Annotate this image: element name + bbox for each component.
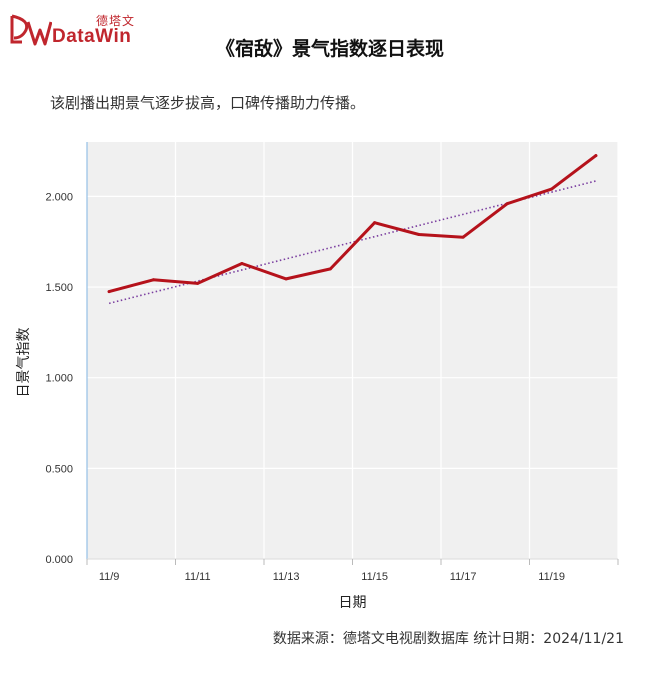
y-axis-ticks: 0.000 0.500 1.000 1.500 2.000 [45, 191, 73, 566]
series-point [151, 278, 155, 282]
series-point [373, 221, 377, 225]
datawin-logo: 德塔文 DataWin [8, 8, 158, 52]
series-point [594, 154, 598, 158]
x-axis-ticks: 11/9 11/11 11/13 11/15 11/17 11/19 [86, 559, 619, 583]
y-tick-label: 0.000 [45, 554, 73, 566]
y-tick-label: 1.000 [45, 373, 73, 385]
series-point [196, 281, 200, 285]
datawin-logo-icon [10, 14, 52, 46]
series-point [284, 277, 288, 281]
series-point [240, 261, 244, 265]
series-line [107, 154, 598, 294]
x-tick-label: 11/19 [538, 571, 565, 583]
y-tick-label: 0.500 [45, 463, 73, 475]
series-point [550, 187, 554, 191]
x-tick-label: 11/17 [450, 571, 477, 583]
x-tick-label: 11/9 [99, 571, 120, 583]
series-point [328, 267, 332, 271]
x-tick-label: 11/15 [361, 571, 388, 583]
y-tick-label: 1.500 [45, 282, 73, 294]
x-axis-title: 日期 [339, 595, 367, 611]
x-tick-label: 11/13 [273, 571, 300, 583]
source-note: 数据来源：德塔文电视剧数据库 统计日期：2024/11/21 [272, 631, 624, 647]
chart-title: 《宿敌》景气指数逐日表现 [215, 38, 444, 60]
series-point [417, 232, 421, 236]
series-points [107, 154, 598, 294]
y-axis-title: 日景气指数 [16, 328, 32, 398]
y-tick-label: 2.000 [45, 191, 73, 203]
line-chart: 0.000 0.500 1.000 1.500 2.000 11/9 11/11 11/13… [16, 142, 619, 611]
logo-chinese-text: 德塔文 [96, 14, 136, 28]
series-point [107, 290, 111, 294]
chart-subtitle: 该剧播出期景气逐步拔高，口碑传播助力传播。 [50, 94, 366, 112]
x-tick-label: 11/11 [185, 571, 211, 583]
series-point [461, 235, 465, 239]
series-point [505, 202, 509, 206]
logo-english-text: DataWin [52, 26, 132, 47]
